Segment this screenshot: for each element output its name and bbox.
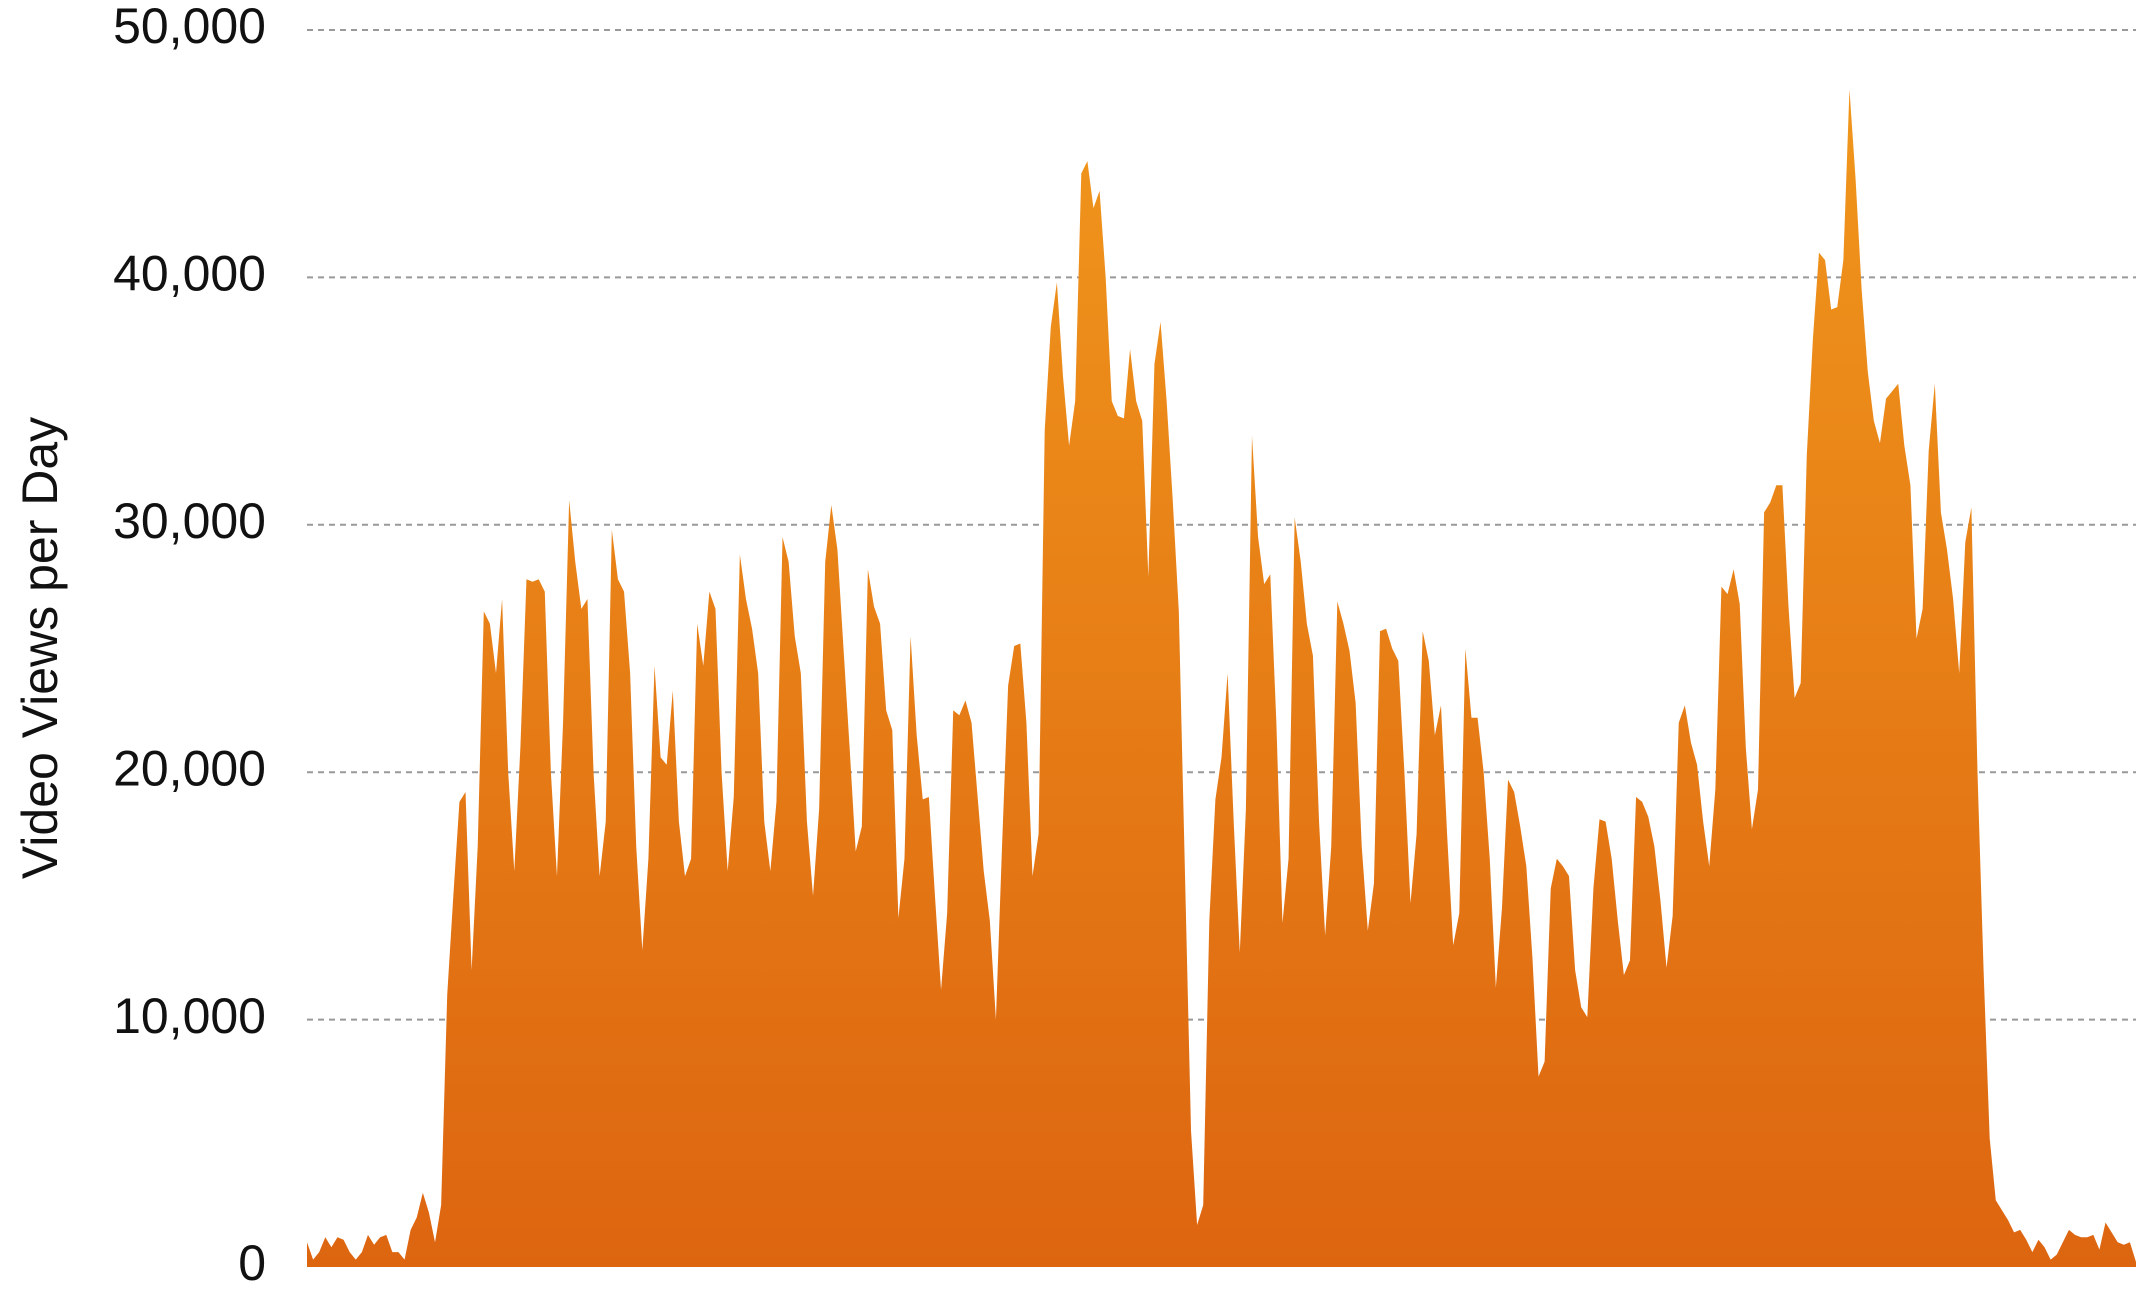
y-tick-label: 30,000 <box>113 493 266 549</box>
y-tick-label: 10,000 <box>113 988 266 1044</box>
area <box>307 89 2136 1267</box>
y-tick-label: 20,000 <box>113 740 266 796</box>
y-tick-label: 0 <box>238 1235 266 1291</box>
y-tick-label: 50,000 <box>113 0 266 54</box>
y-tick-label: 40,000 <box>113 246 266 302</box>
y-axis-label: Video Views per Day <box>12 417 68 879</box>
